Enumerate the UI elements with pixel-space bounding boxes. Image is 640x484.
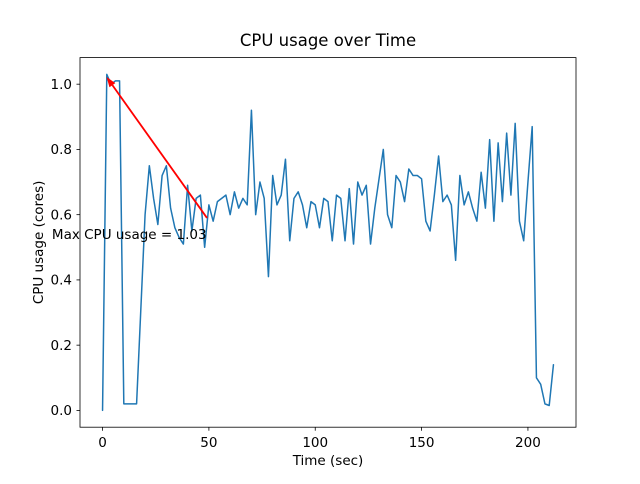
- x-tick-label: 0: [98, 435, 107, 451]
- x-axis: 0 50 100 150 200: [98, 427, 541, 451]
- y-tick-label: 1.0: [51, 77, 72, 93]
- plot-area: [79, 57, 577, 428]
- y-tick-label: 0.8: [51, 142, 72, 158]
- y-tick-label: 0.6: [51, 207, 72, 223]
- y-tick-label: 0.2: [51, 338, 72, 354]
- x-tick-label: 100: [302, 435, 328, 451]
- max-cpu-annotation: Max CPU usage = 1.03: [52, 77, 208, 243]
- y-axis: 0.0 0.2 0.4 0.6 0.8 1.0: [51, 77, 80, 419]
- chart-title: CPU usage over Time: [240, 31, 416, 50]
- y-tick-label: 0.4: [51, 273, 72, 289]
- x-tick-label: 150: [409, 435, 435, 451]
- x-tick-label: 200: [515, 435, 541, 451]
- y-axis-label: CPU usage (cores): [31, 181, 47, 305]
- x-axis-label: Time (sec): [292, 453, 364, 469]
- annotation-text: Max CPU usage = 1.03: [52, 227, 207, 243]
- annotation-arrow-line: [111, 84, 208, 219]
- y-tick-label: 0.0: [51, 403, 72, 419]
- cpu-usage-line: [101, 73, 555, 412]
- annotation-arrow-head: [106, 77, 116, 88]
- x-tick-label: 50: [200, 435, 217, 451]
